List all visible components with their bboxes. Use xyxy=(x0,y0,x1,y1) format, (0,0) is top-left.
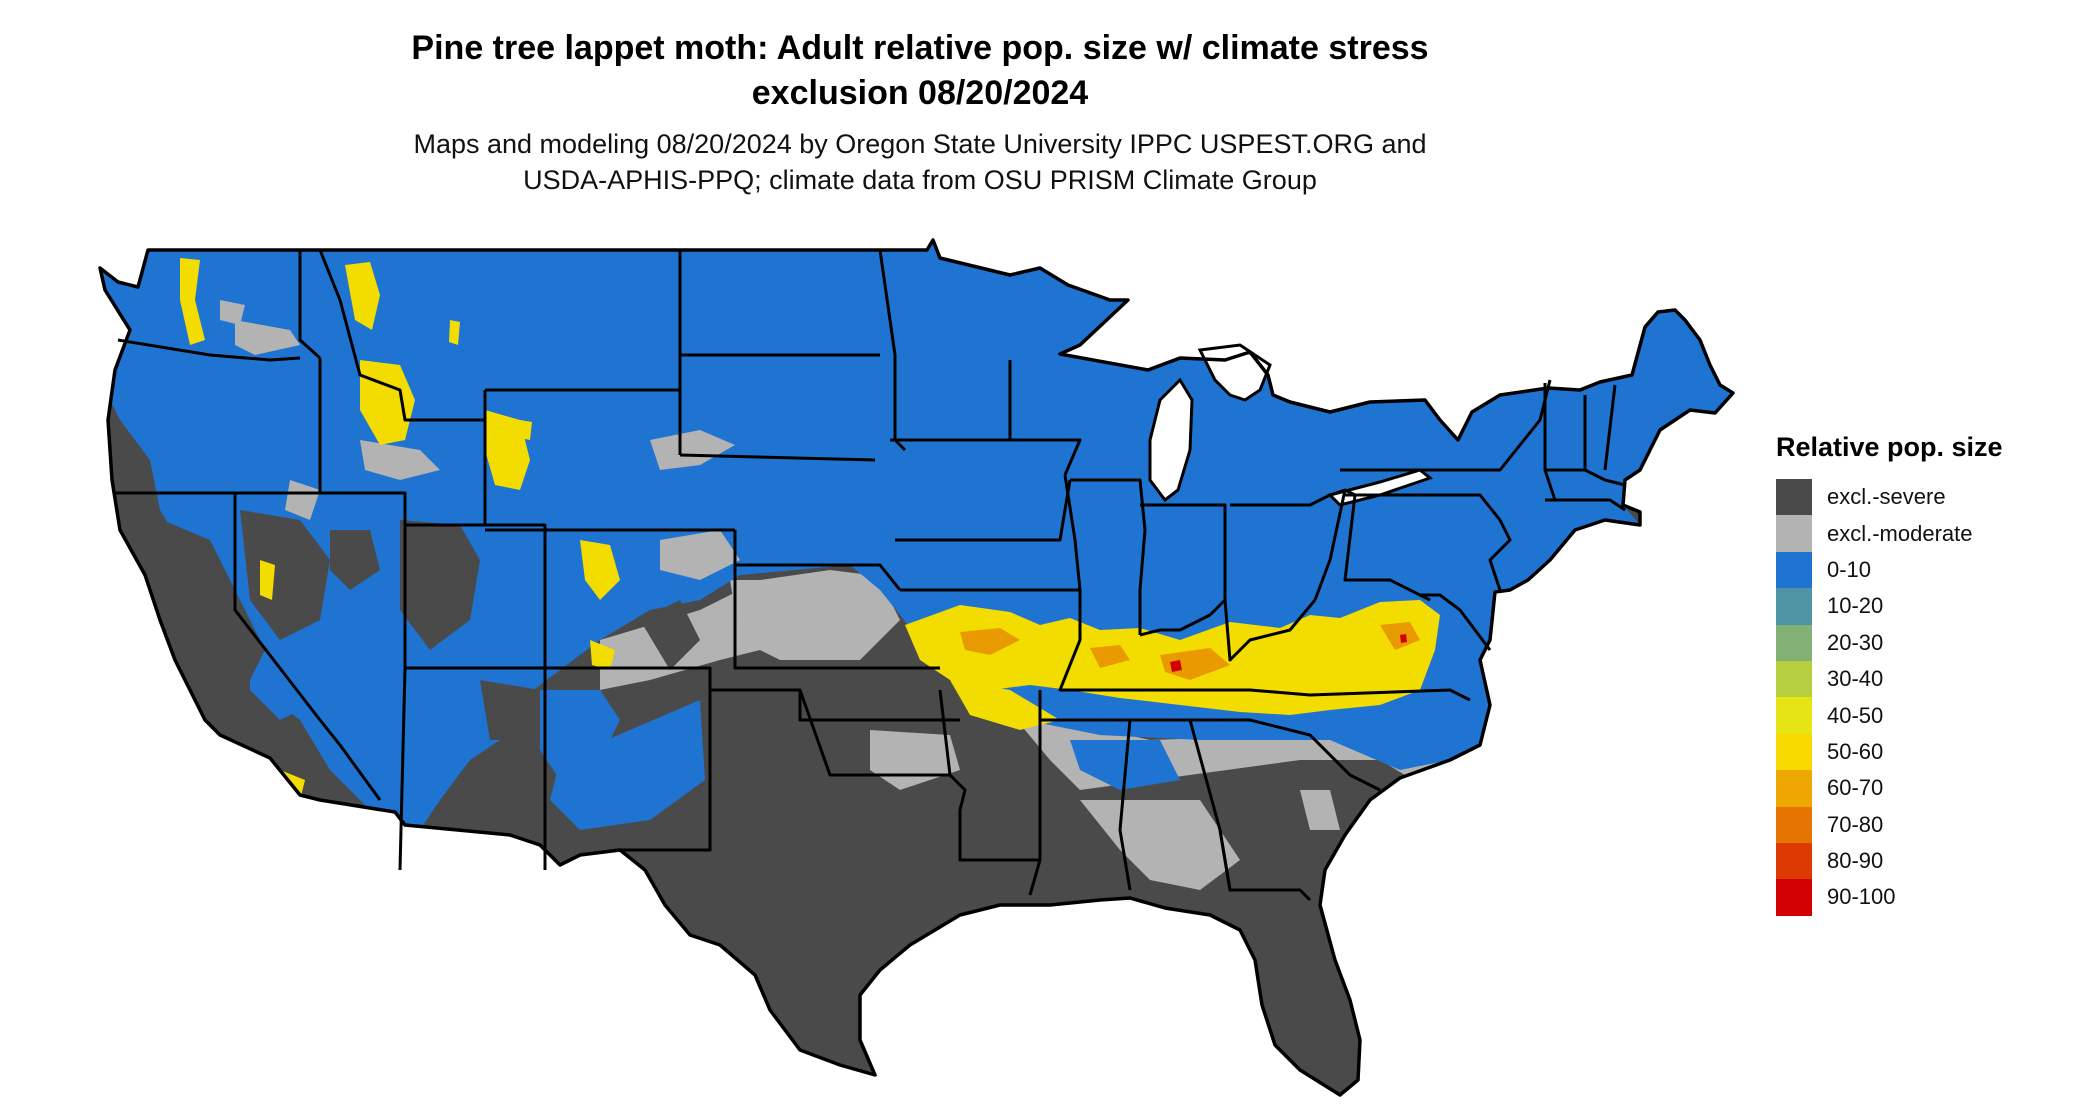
legend-swatch xyxy=(1776,515,1812,552)
map-subtitle-line-1: Maps and modeling 08/20/2024 by Oregon S… xyxy=(413,129,1427,159)
legend-swatch xyxy=(1776,660,1812,698)
legend-swatch xyxy=(1776,806,1812,843)
legend-title: Relative pop. size xyxy=(1776,432,2003,462)
legend-swatch xyxy=(1776,479,1812,516)
legend-label: 70-80 xyxy=(1827,811,1884,837)
legend-swatch xyxy=(1776,842,1812,880)
legend-item-excl-severe: excl.-severe xyxy=(1776,479,2003,516)
map-subtitle-line-2: USDA-APHIS-PPQ; climate data from OSU PR… xyxy=(523,165,1317,195)
legend-item-10-20: 10-20 xyxy=(1776,588,2003,625)
thirty-to-sixty-band xyxy=(905,600,1440,730)
legend-swatch xyxy=(1776,770,1812,807)
legend-item-70-80: 70-80 xyxy=(1776,806,2003,843)
legend-item-20-30: 20-30 xyxy=(1776,624,2003,661)
map-subtitle: Maps and modeling 08/20/2024 by Oregon S… xyxy=(250,126,1590,198)
legend-item-30-40: 30-40 xyxy=(1776,660,2003,698)
map-title: Pine tree lappet moth: Adult relative po… xyxy=(250,26,1590,116)
lake-michigan xyxy=(1148,377,1194,503)
legend-label: 0-10 xyxy=(1827,556,1872,582)
legend-item-90-100: 90-100 xyxy=(1776,879,2003,916)
legend-item-40-50: 40-50 xyxy=(1776,697,2003,734)
excl-moderate-west-patches xyxy=(220,300,740,580)
legend-item-excl-moderate: excl.-moderate xyxy=(1776,515,2003,552)
legend-swatch xyxy=(1776,624,1812,661)
legend-label: 80-90 xyxy=(1827,848,1884,874)
map-title-line-2: exclusion 08/20/2024 xyxy=(751,74,1089,112)
state-borders xyxy=(115,249,1626,902)
map-title-line-1: Pine tree lappet moth: Adult relative po… xyxy=(411,29,1429,67)
legend-item-50-60: 50-60 xyxy=(1776,733,2003,771)
legend-label: 20-30 xyxy=(1827,629,1884,655)
legend-label: 10-20 xyxy=(1827,593,1884,619)
legend-label: excl.-moderate xyxy=(1827,520,1973,546)
legend-swatch xyxy=(1776,879,1812,916)
legend-label: excl.-severe xyxy=(1827,484,1946,510)
legend-label: 60-70 xyxy=(1827,775,1884,801)
legend-label: 90-100 xyxy=(1827,884,1896,910)
legend-item-60-70: 60-70 xyxy=(1776,770,2003,807)
legend-rows: excl.-severe excl.-moderate 0-10 10-20 2… xyxy=(1776,479,2003,916)
excl-severe-islands xyxy=(150,510,700,740)
legend-label: 40-50 xyxy=(1827,702,1884,728)
legend: Relative pop. size excl.-severe excl.-mo… xyxy=(1776,432,2003,916)
legend-item-0-10: 0-10 xyxy=(1776,551,2003,589)
legend-label: 50-60 xyxy=(1827,738,1884,764)
legend-item-80-90: 80-90 xyxy=(1776,842,2003,880)
legend-swatch xyxy=(1776,733,1812,771)
legend-swatch xyxy=(1776,697,1812,734)
legend-swatch xyxy=(1776,551,1812,589)
legend-swatch xyxy=(1776,588,1812,625)
legend-label: 30-40 xyxy=(1827,666,1884,692)
